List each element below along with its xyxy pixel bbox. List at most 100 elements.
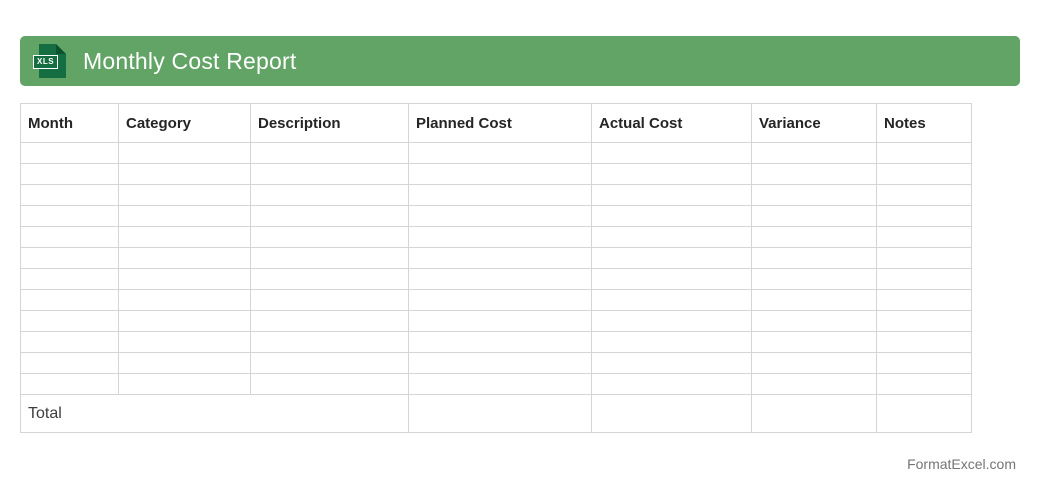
empty-cell	[118, 331, 251, 353]
page-title: Monthly Cost Report	[83, 47, 297, 74]
empty-cell	[751, 268, 877, 290]
empty-cell	[591, 268, 752, 290]
empty-cell	[591, 226, 752, 248]
empty-cell	[591, 247, 752, 269]
empty-cell	[408, 331, 592, 353]
empty-cell	[118, 226, 251, 248]
empty-cell	[876, 352, 972, 374]
empty-cell	[20, 331, 119, 353]
total-row: Total	[20, 394, 972, 433]
empty-cell	[250, 184, 409, 206]
empty-cell	[876, 142, 972, 164]
empty-cell	[118, 142, 251, 164]
empty-cell	[20, 373, 119, 395]
footer-credit: FormatExcel.com	[907, 456, 1016, 472]
empty-cell	[118, 247, 251, 269]
empty-cell	[751, 184, 877, 206]
empty-cell	[751, 226, 877, 248]
empty-cell	[20, 142, 119, 164]
page-container: XLS Monthly Cost Report Month Category D…	[20, 36, 1020, 472]
empty-cell	[250, 331, 409, 353]
title-bar: XLS Monthly Cost Report	[20, 36, 1020, 86]
empty-cell	[876, 268, 972, 290]
empty-cell	[250, 310, 409, 332]
column-header-actual-cost: Actual Cost	[591, 103, 752, 143]
empty-data-row	[20, 331, 972, 353]
empty-cell	[408, 247, 592, 269]
empty-cell	[118, 205, 251, 227]
empty-cell	[408, 184, 592, 206]
empty-data-row	[20, 310, 972, 332]
empty-data-row	[20, 226, 972, 248]
empty-cell	[250, 163, 409, 185]
empty-data-row	[20, 163, 972, 185]
column-header-notes: Notes	[876, 103, 972, 143]
empty-cell	[591, 142, 752, 164]
total-notes-cell	[876, 394, 972, 433]
empty-cell	[876, 226, 972, 248]
empty-cell	[250, 352, 409, 374]
empty-cell	[751, 163, 877, 185]
empty-cell	[876, 247, 972, 269]
empty-cell	[20, 205, 119, 227]
empty-cell	[250, 142, 409, 164]
empty-cell	[118, 268, 251, 290]
empty-cell	[408, 205, 592, 227]
empty-cell	[591, 352, 752, 374]
empty-cell	[20, 268, 119, 290]
empty-cell	[591, 331, 752, 353]
empty-data-row	[20, 352, 972, 374]
empty-cell	[118, 163, 251, 185]
empty-data-row	[20, 373, 972, 395]
column-header-category: Category	[118, 103, 251, 143]
empty-cell	[408, 289, 592, 311]
empty-cell	[876, 205, 972, 227]
empty-cell	[20, 163, 119, 185]
column-header-variance: Variance	[751, 103, 877, 143]
empty-cell	[751, 352, 877, 374]
empty-data-row	[20, 289, 972, 311]
empty-data-row	[20, 205, 972, 227]
xls-file-icon: XLS	[33, 44, 66, 78]
total-actual-cost-cell	[591, 394, 752, 433]
empty-cell	[751, 289, 877, 311]
empty-cell	[876, 373, 972, 395]
empty-cell	[751, 205, 877, 227]
empty-cell	[751, 247, 877, 269]
empty-data-row	[20, 184, 972, 206]
xls-badge-label: XLS	[33, 55, 59, 69]
column-header-planned-cost: Planned Cost	[408, 103, 592, 143]
table-header-row: Month Category Description Planned Cost …	[20, 103, 972, 143]
empty-cell	[20, 310, 119, 332]
empty-cell	[118, 289, 251, 311]
empty-cell	[876, 289, 972, 311]
empty-cell	[751, 142, 877, 164]
empty-data-row	[20, 142, 972, 164]
empty-cell	[408, 142, 592, 164]
empty-cell	[118, 184, 251, 206]
cost-report-table: Month Category Description Planned Cost …	[20, 103, 972, 433]
empty-cell	[20, 352, 119, 374]
empty-cell	[20, 289, 119, 311]
empty-cell	[591, 373, 752, 395]
empty-cell	[250, 226, 409, 248]
total-variance-cell	[751, 394, 877, 433]
empty-cell	[591, 289, 752, 311]
total-label: Total	[20, 394, 409, 433]
empty-cell	[118, 352, 251, 374]
empty-cell	[876, 310, 972, 332]
empty-cell	[876, 331, 972, 353]
empty-cell	[250, 247, 409, 269]
empty-data-row	[20, 268, 972, 290]
empty-cell	[118, 373, 251, 395]
empty-cell	[876, 184, 972, 206]
empty-cell	[591, 310, 752, 332]
empty-cell	[250, 205, 409, 227]
empty-cell	[591, 205, 752, 227]
empty-cell	[751, 331, 877, 353]
empty-cell	[876, 163, 972, 185]
empty-cell	[408, 226, 592, 248]
empty-data-row	[20, 247, 972, 269]
column-header-month: Month	[20, 103, 119, 143]
empty-cell	[408, 373, 592, 395]
